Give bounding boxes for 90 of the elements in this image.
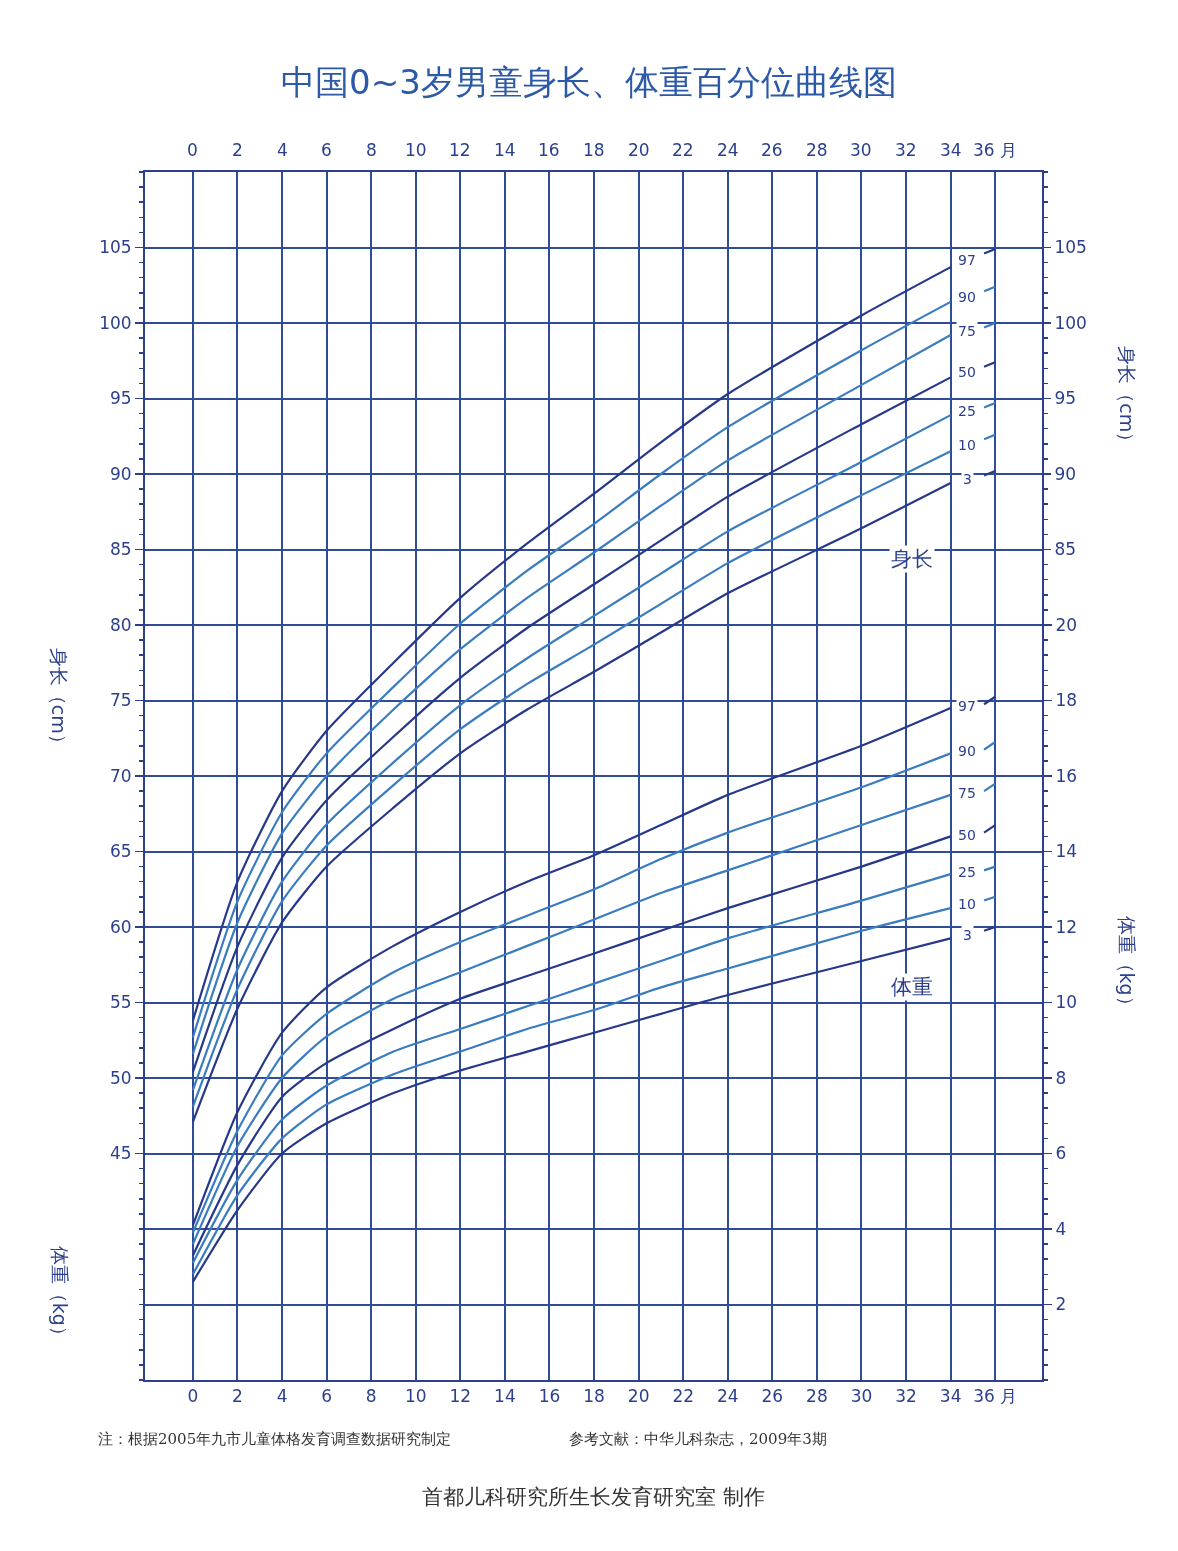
x2-tick-label: 4 bbox=[277, 140, 288, 160]
y2-tick-label: 20 bbox=[1055, 614, 1078, 635]
x2-tick-label: 14 bbox=[494, 140, 516, 160]
text: 体重（kg） bbox=[49, 1245, 72, 1345]
y-tick-label: 100 bbox=[99, 312, 132, 333]
x-tick-label: 20 bbox=[627, 1386, 650, 1407]
x2-tick-label: 0 bbox=[187, 140, 198, 160]
x2-tick-label: 12 bbox=[449, 140, 471, 160]
y-tick-label: 90 bbox=[109, 463, 132, 484]
x-tick-label: 12 bbox=[449, 1386, 472, 1407]
x2-tick-label: 6 bbox=[321, 140, 332, 160]
series-label: 50 bbox=[958, 827, 976, 843]
y-tick-label: 70 bbox=[109, 765, 132, 786]
y3-axis-title: 身长（cm） bbox=[1115, 346, 1138, 452]
y2-tick-label: 12 bbox=[1055, 916, 1078, 937]
y-tick-label: 60 bbox=[109, 916, 132, 937]
text: 参考文献：中华儿科杂志，2009年3期 bbox=[569, 1430, 827, 1448]
x2-tick-label: 2 bbox=[232, 140, 243, 160]
x2-tick-label: 32 bbox=[895, 140, 917, 160]
y-axis-title: 身长（cm） bbox=[48, 647, 71, 753]
y2-axis-title: 体重（kg） bbox=[1115, 915, 1138, 1015]
y3-tick-label: 85 bbox=[1054, 539, 1077, 560]
x-tick-label: 36 月 bbox=[973, 1386, 1018, 1407]
x-tick-label: 28 bbox=[806, 1386, 828, 1407]
series-label: 10 bbox=[958, 896, 976, 912]
x2-tick-label: 28 bbox=[806, 140, 828, 160]
y-tick-label: 105 bbox=[99, 237, 132, 258]
annotation: 体重 bbox=[891, 975, 933, 999]
x2-tick-label: 10 bbox=[405, 140, 427, 160]
y2-tick-label: 10 bbox=[1055, 992, 1078, 1013]
y3-tick-label: 95 bbox=[1054, 388, 1077, 409]
x-tick-label: 24 bbox=[716, 1386, 739, 1407]
x2-tick-label: 24 bbox=[717, 140, 739, 160]
x-tick-label: 14 bbox=[494, 1386, 516, 1407]
x-tick-label: 0 bbox=[187, 1386, 199, 1407]
chart-title: 中国0~3岁男童身长、体重百分位曲线图 bbox=[281, 61, 897, 102]
y-tick-label: 75 bbox=[109, 690, 132, 711]
series-label: 90 bbox=[958, 289, 976, 305]
y-tick-label: 50 bbox=[109, 1067, 132, 1088]
text: 注：根据2005年九市儿童体格发育调查数据研究制定 bbox=[98, 1430, 452, 1448]
x-tick-label: 8 bbox=[365, 1386, 377, 1407]
series-label: 25 bbox=[958, 403, 976, 419]
y-tick-label: 85 bbox=[109, 539, 132, 560]
x-tick-label: 32 bbox=[895, 1386, 917, 1407]
y2-tick-label: 16 bbox=[1055, 765, 1078, 786]
y2-tick-label: 18 bbox=[1055, 690, 1078, 711]
series-label: 10 bbox=[958, 437, 976, 453]
y3-tick-label: 90 bbox=[1054, 463, 1077, 484]
x-tick-label: 4 bbox=[276, 1386, 288, 1407]
series-label: 3 bbox=[963, 927, 972, 943]
x2-tick-label: 20 bbox=[628, 140, 650, 160]
series-label: 90 bbox=[958, 743, 976, 759]
x-tick-label: 30 bbox=[850, 1386, 873, 1407]
y2-tick-label: 8 bbox=[1055, 1067, 1067, 1088]
x-tick-label: 34 bbox=[939, 1386, 962, 1407]
x-tick-label: 18 bbox=[583, 1386, 605, 1407]
x2-tick-label: 22 bbox=[672, 140, 694, 160]
y2-tick-label: 14 bbox=[1055, 841, 1078, 862]
y-tick-label: 80 bbox=[109, 614, 132, 635]
series-label: 50 bbox=[958, 364, 976, 380]
y2-tick-label: 6 bbox=[1055, 1143, 1067, 1164]
x2-tick-label: 34 bbox=[940, 140, 962, 160]
x2-tick-label: 30 bbox=[850, 140, 872, 160]
series-label: 97 bbox=[958, 698, 976, 714]
y-tick-label: 45 bbox=[109, 1143, 132, 1164]
x-tick-label: 16 bbox=[538, 1386, 561, 1407]
y-tick-label: 55 bbox=[109, 992, 132, 1013]
series-label: 3 bbox=[963, 471, 972, 487]
y2-tick-label: 4 bbox=[1055, 1218, 1067, 1239]
series-label: 25 bbox=[958, 864, 976, 880]
y-tick-label: 65 bbox=[109, 841, 132, 862]
y3-tick-label: 105 bbox=[1054, 237, 1087, 258]
series-label: 75 bbox=[958, 323, 976, 339]
x-tick-label: 2 bbox=[232, 1386, 243, 1407]
annotation: 身长 bbox=[891, 547, 933, 571]
x2-tick-label: 8 bbox=[366, 140, 377, 160]
y-tick-label: 95 bbox=[109, 388, 132, 409]
x2-tick-label: 26 bbox=[761, 140, 783, 160]
series-label: 97 bbox=[958, 252, 976, 268]
x-tick-label: 6 bbox=[321, 1386, 333, 1407]
text: 首都儿科研究所生长发育研究室 制作 bbox=[422, 1485, 765, 1509]
x2-tick-label: 18 bbox=[583, 140, 605, 160]
x-tick-label: 26 bbox=[761, 1386, 784, 1407]
y3-tick-label: 100 bbox=[1054, 312, 1087, 333]
series-label: 75 bbox=[958, 785, 976, 801]
x-tick-label: 22 bbox=[672, 1386, 695, 1407]
y2-tick-label: 2 bbox=[1055, 1294, 1067, 1315]
x-tick-label: 10 bbox=[404, 1386, 427, 1407]
x2-tick-label: 16 bbox=[538, 140, 560, 160]
x2-tick-label: 36 月 bbox=[973, 140, 1018, 160]
